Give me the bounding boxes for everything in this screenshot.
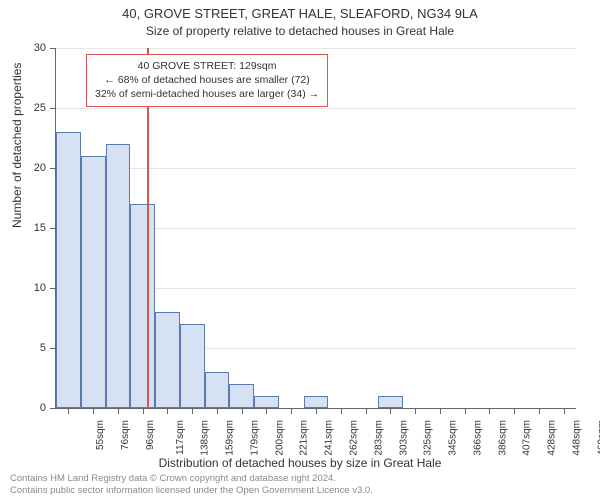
x-tick xyxy=(93,408,94,414)
y-tick-label: 10 xyxy=(34,282,46,294)
footer-attribution: Contains HM Land Registry data © Crown c… xyxy=(10,473,373,497)
x-tick xyxy=(316,408,317,414)
x-tick-label: 159sqm xyxy=(225,420,236,456)
x-tick xyxy=(366,408,367,414)
y-tick xyxy=(50,408,56,409)
x-tick xyxy=(539,408,540,414)
bar xyxy=(304,396,329,408)
x-tick-label: 117sqm xyxy=(175,420,186,455)
bar xyxy=(254,396,279,408)
x-tick xyxy=(415,408,416,414)
y-tick-label: 0 xyxy=(40,402,46,414)
bar xyxy=(229,384,254,408)
bar xyxy=(180,324,205,408)
bar xyxy=(106,144,131,408)
x-tick-label: 325sqm xyxy=(423,420,434,456)
bar xyxy=(205,372,230,408)
plot-area: 40 GROVE STREET: 129sqm ← 68% of detache… xyxy=(55,48,576,409)
chart-container: 40, GROVE STREET, GREAT HALE, SLEAFORD, … xyxy=(0,0,600,500)
x-tick xyxy=(118,408,119,414)
x-tick-label: 386sqm xyxy=(497,420,508,456)
x-tick xyxy=(68,408,69,414)
bar xyxy=(155,312,180,408)
x-tick-label: 407sqm xyxy=(522,420,533,456)
x-tick-label: 96sqm xyxy=(145,420,156,450)
x-tick-label: 179sqm xyxy=(250,420,261,456)
chart-title: 40, GROVE STREET, GREAT HALE, SLEAFORD, … xyxy=(0,6,600,21)
y-tick-label: 25 xyxy=(34,102,46,114)
y-tick-label: 5 xyxy=(40,342,46,354)
x-axis-label: Distribution of detached houses by size … xyxy=(0,456,600,470)
x-tick xyxy=(564,408,565,414)
x-tick xyxy=(242,408,243,414)
x-tick xyxy=(266,408,267,414)
y-tick-label: 15 xyxy=(34,222,46,234)
footer-line-2: Contains public sector information licen… xyxy=(10,485,373,497)
x-tick-label: 428sqm xyxy=(547,420,558,456)
x-tick-label: 138sqm xyxy=(200,420,211,456)
y-tick-label: 30 xyxy=(34,42,46,54)
annotation-line-2: ← 68% of detached houses are smaller (72… xyxy=(95,73,319,87)
annotation-line-3: 32% of semi-detached houses are larger (… xyxy=(95,87,319,101)
x-tick xyxy=(167,408,168,414)
annotation-box: 40 GROVE STREET: 129sqm ← 68% of detache… xyxy=(86,54,328,107)
x-tick-label: 469sqm xyxy=(596,420,600,456)
x-tick xyxy=(192,408,193,414)
x-tick xyxy=(489,408,490,414)
x-tick xyxy=(465,408,466,414)
chart-subtitle: Size of property relative to detached ho… xyxy=(0,24,600,38)
x-tick xyxy=(440,408,441,414)
annotation-line-1: 40 GROVE STREET: 129sqm xyxy=(95,59,319,73)
x-tick-label: 448sqm xyxy=(571,420,582,456)
x-tick-label: 200sqm xyxy=(274,420,285,456)
x-tick-label: 283sqm xyxy=(373,420,384,456)
x-tick-label: 241sqm xyxy=(324,420,335,456)
x-tick-label: 303sqm xyxy=(398,420,409,456)
x-tick xyxy=(291,408,292,414)
x-tick-label: 221sqm xyxy=(299,420,310,456)
x-tick xyxy=(341,408,342,414)
bar xyxy=(81,156,106,408)
x-tick xyxy=(390,408,391,414)
x-tick-label: 76sqm xyxy=(120,420,131,450)
y-tick-label: 20 xyxy=(34,162,46,174)
x-tick-label: 262sqm xyxy=(349,420,360,456)
x-tick xyxy=(143,408,144,414)
x-tick-label: 55sqm xyxy=(95,420,106,450)
x-tick xyxy=(217,408,218,414)
y-axis-label: Number of detached properties xyxy=(10,63,24,228)
x-tick xyxy=(514,408,515,414)
bar xyxy=(56,132,81,408)
bar xyxy=(378,396,403,408)
footer-line-1: Contains HM Land Registry data © Crown c… xyxy=(10,473,373,485)
x-tick-label: 345sqm xyxy=(448,420,459,456)
x-tick-label: 366sqm xyxy=(472,420,483,456)
bar xyxy=(130,204,155,408)
